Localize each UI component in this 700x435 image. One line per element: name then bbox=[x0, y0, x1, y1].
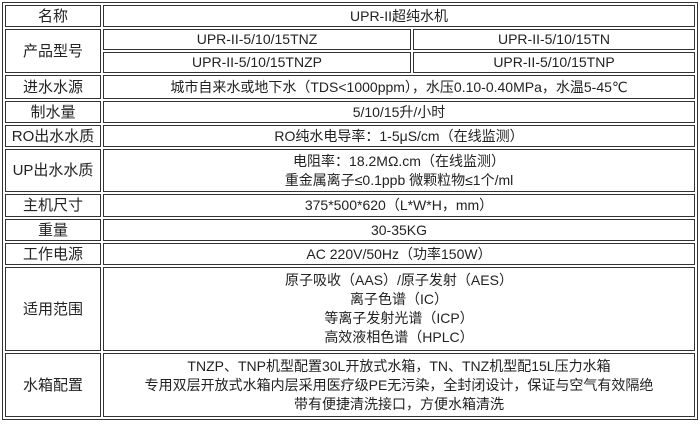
label-up-quality: UP出水水质 bbox=[5, 149, 101, 192]
label-model: 产品型号 bbox=[5, 29, 101, 73]
tank-line: 专用双层开放式水箱内层采用医疗级PE无污染，全封闭设计，保证与空气有效隔绝 bbox=[144, 376, 654, 393]
row-model-2: UPR-II-5/10/15TNZP UPR-II-5/10/15TNP bbox=[5, 52, 695, 73]
value-up-quality: 电阻率：18.2MΩ.cm（在线监测） 重金属离子≤0.1ppb 微颗粒物≤1个… bbox=[103, 149, 695, 192]
row-weight: 重量 30-35KG bbox=[5, 219, 695, 241]
up-line: 重金属离子≤0.1ppb 微颗粒物≤1个/ml bbox=[284, 171, 514, 188]
row-ro-quality: RO出水水质 RO纯水电导率：1-5μS/cm（在线监测） bbox=[5, 125, 695, 147]
application-item: 高效液相色谱（HPLC） bbox=[324, 329, 474, 345]
value-feed-water: 城市自来水或地下水（TDS<1000ppm），水压0.10-0.40MPa，水温… bbox=[103, 75, 695, 99]
value-power: AC 220V/50Hz（功率150W） bbox=[103, 243, 695, 265]
row-applications: 适用范围 原子吸收（AAS）/原子发射（AES） 离子色谱（IC） 等离子发射光… bbox=[5, 267, 695, 351]
application-item: 原子吸收（AAS）/原子发射（AES） bbox=[285, 272, 513, 288]
tank-line: TNZP、TNP机型配置30L开放式水箱，TN、TNZ机型配15L压力水箱 bbox=[187, 357, 611, 374]
row-size: 主机尺寸 375*500*620（L*W*H，mm） bbox=[5, 194, 695, 217]
label-applications: 适用范围 bbox=[5, 267, 101, 351]
value-weight: 30-35KG bbox=[103, 219, 695, 241]
model-tnz: UPR-II-5/10/15TNZ bbox=[103, 29, 411, 50]
row-feed-water: 进水水源 城市自来水或地下水（TDS<1000ppm），水压0.10-0.40M… bbox=[5, 75, 695, 99]
value-output: 5/10/15升/小时 bbox=[103, 101, 695, 123]
tank-line: 带有便捷清洗接口，方便水箱清洗 bbox=[294, 395, 504, 412]
application-item: 离子色谱（IC） bbox=[350, 291, 448, 307]
model-tn: UPR-II-5/10/15TN bbox=[413, 29, 695, 50]
value-name: UPR-II超纯水机 bbox=[103, 5, 695, 27]
label-name: 名称 bbox=[5, 5, 101, 27]
row-output: 制水量 5/10/15升/小时 bbox=[5, 101, 695, 123]
value-ro-quality: RO纯水电导率：1-5μS/cm（在线监测） bbox=[103, 125, 695, 147]
application-item: 等离子发射光谱（ICP） bbox=[324, 310, 474, 326]
spec-table: 名称 UPR-II超纯水机 产品型号 UPR-II-5/10/15TNZ UPR… bbox=[2, 2, 698, 420]
model-tnzp: UPR-II-5/10/15TNZP bbox=[103, 52, 411, 73]
label-power: 工作电源 bbox=[5, 243, 101, 265]
value-tank: TNZP、TNP机型配置30L开放式水箱，TN、TNZ机型配15L压力水箱 专用… bbox=[103, 353, 695, 417]
label-weight: 重量 bbox=[5, 219, 101, 241]
row-name: 名称 UPR-II超纯水机 bbox=[5, 5, 695, 27]
label-size: 主机尺寸 bbox=[5, 194, 101, 217]
row-tank: 水箱配置 TNZP、TNP机型配置30L开放式水箱，TN、TNZ机型配15L压力… bbox=[5, 353, 695, 417]
value-applications: 原子吸收（AAS）/原子发射（AES） 离子色谱（IC） 等离子发射光谱（ICP… bbox=[103, 267, 695, 351]
up-line: 电阻率：18.2MΩ.cm（在线监测） bbox=[293, 152, 505, 169]
value-size: 375*500*620（L*W*H，mm） bbox=[103, 194, 695, 217]
row-up-quality: UP出水水质 电阻率：18.2MΩ.cm（在线监测） 重金属离子≤0.1ppb … bbox=[5, 149, 695, 192]
model-tnp: UPR-II-5/10/15TNP bbox=[413, 52, 695, 73]
row-power: 工作电源 AC 220V/50Hz（功率150W） bbox=[5, 243, 695, 265]
label-output: 制水量 bbox=[5, 101, 101, 123]
label-ro-quality: RO出水水质 bbox=[5, 125, 101, 147]
label-tank: 水箱配置 bbox=[5, 353, 101, 417]
row-model-1: 产品型号 UPR-II-5/10/15TNZ UPR-II-5/10/15TN bbox=[5, 29, 695, 73]
label-feed-water: 进水水源 bbox=[5, 75, 101, 99]
